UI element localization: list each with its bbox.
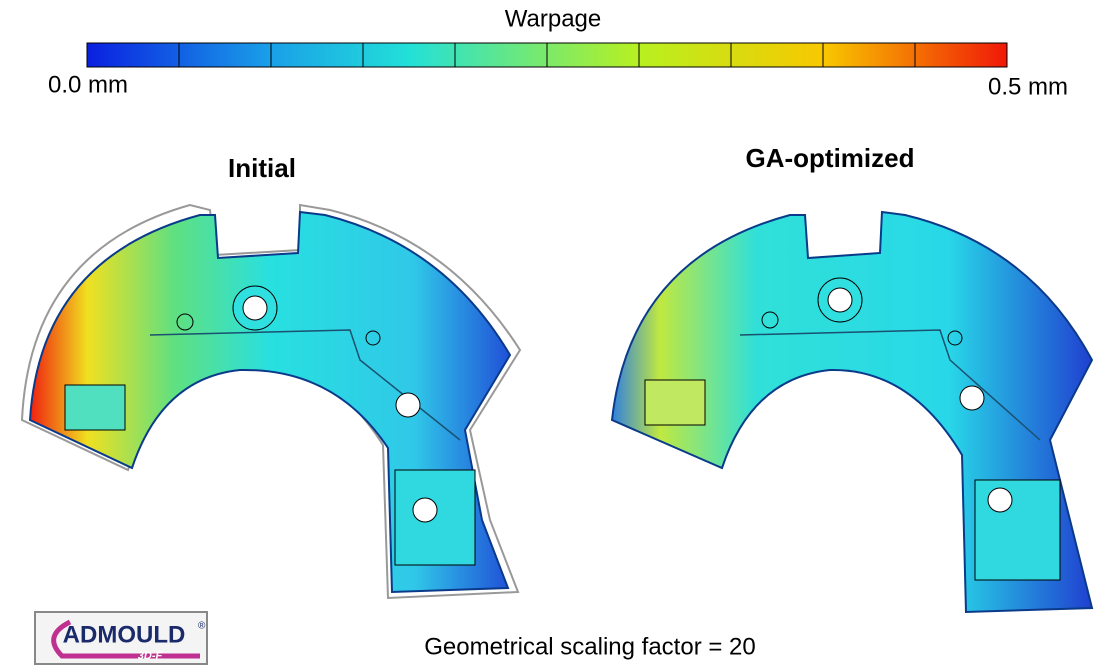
initial-part bbox=[22, 205, 520, 598]
logo-name: ADMOULD bbox=[63, 621, 186, 648]
logo: ADMOULD ® 3D-F bbox=[35, 612, 207, 664]
colorbar-title: Warpage bbox=[505, 5, 602, 32]
ga-part bbox=[612, 212, 1092, 612]
logo-registered: ® bbox=[198, 621, 206, 632]
colorbar-max: 0.5 mm bbox=[988, 73, 1068, 100]
colorbar-min: 0.0 mm bbox=[48, 71, 128, 98]
figure: Warpage 0.0 mm 0.5 mm Initial GA-optimiz… bbox=[0, 0, 1106, 669]
page: Warpage 0.0 mm 0.5 mm Initial GA-optimiz… bbox=[0, 0, 1106, 669]
panel-title: Initial bbox=[228, 153, 296, 183]
logo-sub: 3D-F bbox=[138, 650, 163, 662]
caption: Geometrical scaling factor = 20 bbox=[424, 633, 756, 660]
panel-title: GA-optimized bbox=[746, 143, 915, 173]
